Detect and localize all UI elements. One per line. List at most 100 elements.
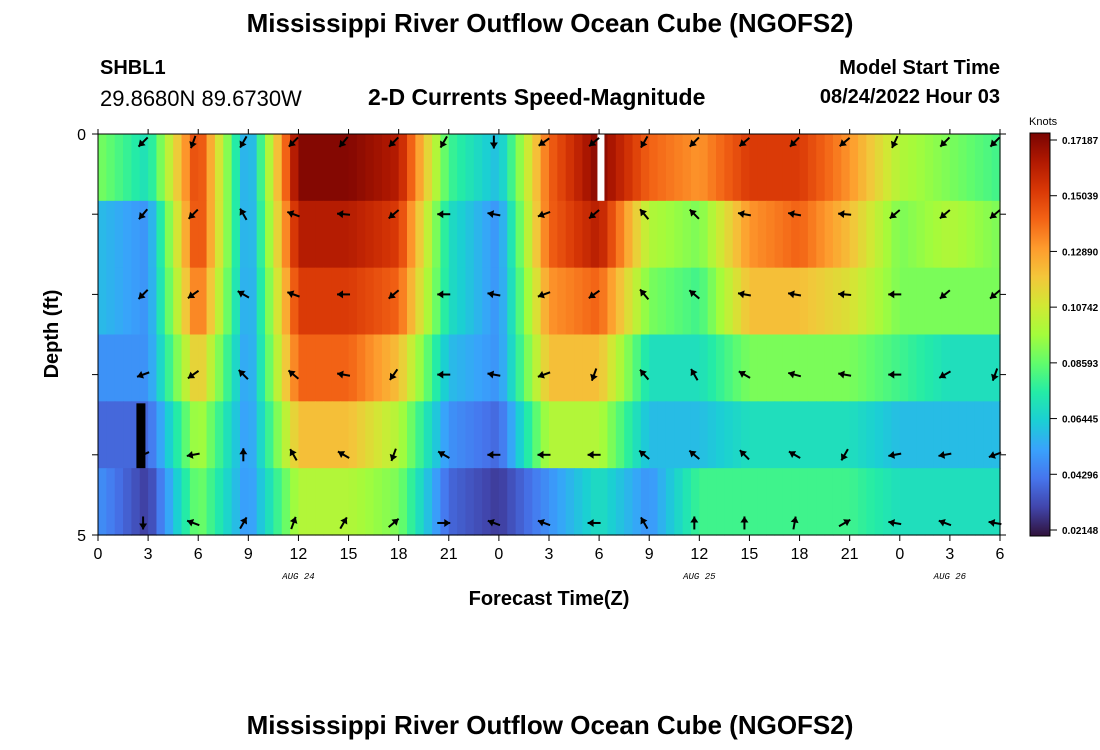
heatmap-cell — [231, 134, 241, 202]
current-arrow — [388, 289, 400, 300]
heatmap-cell — [732, 401, 742, 469]
current-arrow — [838, 518, 851, 528]
heatmap-cell — [214, 334, 224, 402]
heatmap-cell — [390, 468, 400, 536]
heatmap-cell — [340, 468, 350, 536]
x-tick-label: 21 — [440, 546, 458, 563]
heatmap-cell — [565, 334, 575, 402]
heatmap-cell — [256, 401, 266, 469]
arrow-head — [588, 291, 596, 299]
heatmap-cell — [949, 468, 959, 536]
heatmap-cell — [949, 134, 959, 202]
heatmap-cell — [699, 200, 709, 269]
arrow-head — [437, 210, 444, 219]
current-arrow — [238, 369, 249, 380]
arrow-head — [590, 373, 598, 381]
heatmap-cell — [699, 401, 709, 469]
heatmap-cell — [799, 267, 809, 336]
heatmap-cell — [674, 134, 684, 202]
heatmap-cell — [515, 267, 525, 336]
heatmap-cell — [732, 468, 742, 536]
heatmap-cell — [991, 401, 1001, 469]
heatmap-cell — [974, 401, 984, 469]
heatmap-cell — [457, 200, 467, 269]
heatmap-cell — [181, 267, 191, 336]
heatmap-cell — [874, 468, 884, 536]
heatmap-cell — [532, 267, 542, 336]
heatmap-cell — [281, 468, 291, 536]
heatmap-cell — [966, 200, 976, 269]
x-tick-label: 3 — [945, 546, 954, 563]
heatmap-cell — [716, 200, 725, 269]
heatmap-cell — [323, 200, 333, 269]
heatmap-cell — [924, 267, 934, 336]
heatmap-cell — [448, 401, 458, 469]
current-arrow — [437, 518, 451, 527]
arrow-head — [138, 212, 146, 220]
heatmap-cell — [440, 134, 450, 202]
heatmap-cell — [933, 401, 943, 469]
heatmap-cell — [966, 134, 976, 202]
heatmap-cell — [498, 200, 508, 269]
heatmap-cell — [540, 200, 550, 269]
heatmap-cell — [615, 334, 625, 402]
heatmap-cell — [649, 401, 659, 469]
heatmap-cell — [323, 134, 333, 202]
heatmap-cell — [874, 134, 884, 202]
arrow-head — [489, 142, 498, 149]
page-title: Mississippi River Outflow Ocean Cube (NG… — [246, 8, 854, 38]
model-start-value: 08/24/2022 Hour 03 — [819, 86, 1000, 108]
heatmap-cell — [674, 334, 684, 402]
heatmap-cell — [373, 334, 383, 402]
arrow-head — [288, 139, 296, 147]
heatmap-cell — [273, 134, 283, 202]
heatmap-cell — [156, 267, 166, 336]
heatmap-cell — [540, 401, 550, 469]
current-arrow — [737, 210, 752, 219]
y-tick-label: 5 — [77, 528, 86, 545]
arrow-head — [690, 368, 698, 377]
current-arrow — [988, 451, 1002, 459]
current-arrow — [938, 370, 952, 379]
x-tick-label: 9 — [244, 546, 253, 563]
heatmap-cell — [164, 134, 174, 202]
heatmap-cell — [649, 267, 659, 336]
heatmap-cell — [891, 200, 901, 269]
heatmap-cell — [549, 468, 558, 536]
arrow-head — [389, 372, 397, 380]
heatmap-cell — [624, 134, 634, 202]
heatmap-cell — [323, 334, 333, 402]
heatmap-cell — [774, 334, 784, 402]
heatmap-cell — [423, 401, 433, 469]
arrow-head — [438, 451, 446, 459]
heatmap-cell — [607, 468, 617, 536]
heatmap-cell — [473, 334, 483, 402]
heatmap-cell — [306, 468, 316, 536]
heatmap-cell — [941, 134, 951, 202]
heatmap-cell — [407, 267, 416, 336]
current-arrow — [537, 210, 551, 219]
heatmap-cell — [498, 401, 508, 469]
arrow-head — [136, 371, 144, 379]
heatmap-cell — [883, 134, 893, 202]
heatmap-cell — [707, 134, 717, 202]
heatmap-cell — [832, 334, 842, 402]
colorbar-tick-label: 0.17187 — [1062, 136, 1099, 147]
heatmap-cell — [273, 401, 283, 469]
heatmap-cell — [632, 468, 642, 536]
heatmap-cell — [156, 334, 166, 402]
heatmap-cell — [390, 334, 400, 402]
heatmap-cell — [465, 267, 475, 336]
heatmap-cell — [173, 401, 183, 469]
arrow-head — [139, 523, 148, 530]
heatmap-cell — [549, 401, 558, 469]
current-arrow — [991, 368, 999, 382]
heatmap-cell — [298, 267, 308, 336]
arrow-head — [187, 291, 196, 299]
heatmap-cell — [665, 334, 675, 402]
arrow-head — [788, 370, 796, 379]
heatmap-cell — [782, 134, 792, 202]
arrow-head — [289, 449, 297, 457]
heatmap-cell — [983, 468, 993, 536]
arrow-head — [788, 210, 795, 219]
